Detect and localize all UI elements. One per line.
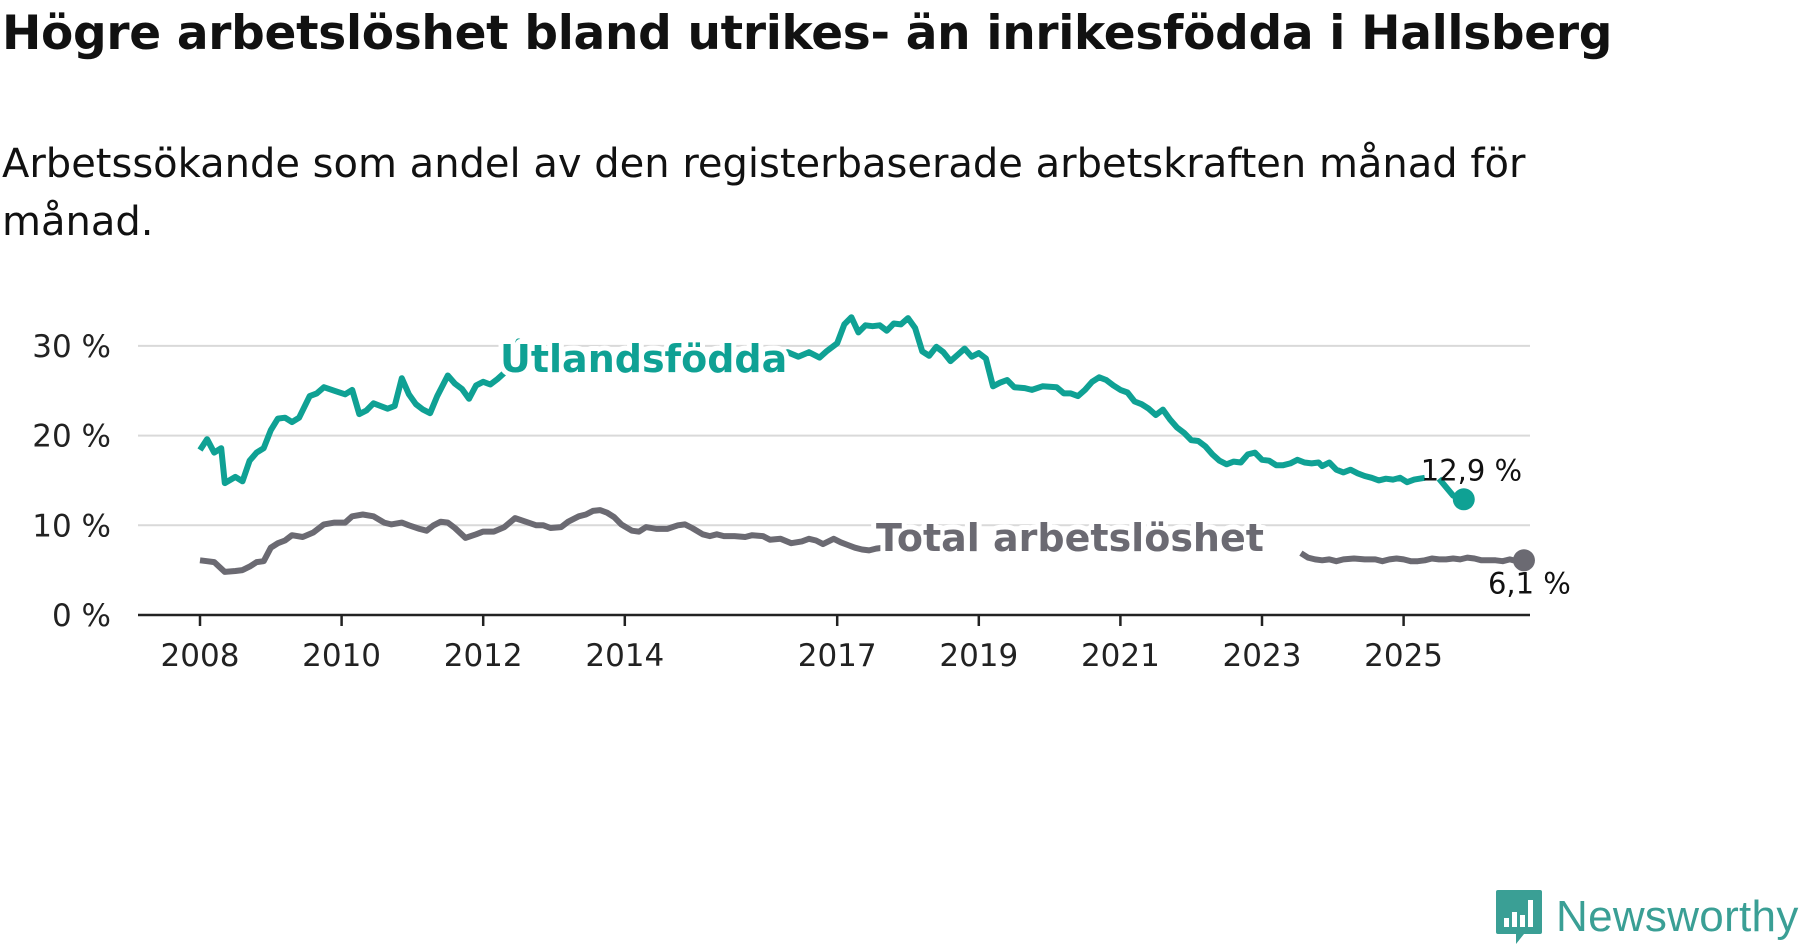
y-tick-label-30: 30 % (32, 329, 111, 365)
x-tick-label-2021: 2021 (1081, 638, 1160, 674)
end-value-label-utlandsfodda: 12,9 % (1421, 453, 1522, 487)
x-tick-label-2017: 2017 (798, 638, 877, 674)
x-axis-ticks: 2008 2010 2012 2014 2017 2019 2021 2023 2025 (161, 615, 1443, 674)
x-tick-label-2023: 2023 (1223, 638, 1302, 674)
x-tick-label-2019: 2019 (939, 638, 1018, 674)
end-value-label-total: 6,1 % (1488, 566, 1571, 600)
series-line-total-part-1 (199, 507, 940, 575)
x-tick-label-2014: 2014 (585, 638, 664, 674)
end-point-utlandsfodda (1452, 488, 1475, 511)
chart-subtitle: Arbetssökande som andel av den registerb… (2, 141, 1526, 245)
x-tick-label-2010: 2010 (302, 638, 381, 674)
gridlines (138, 344, 1530, 617)
newsworthy-logo: Newsworthy (1494, 888, 1799, 946)
y-axis-ticks: 0 % 10 % 20 % 30 % (32, 329, 111, 634)
series-line-utlandsfodda-part-1 (197, 338, 541, 487)
series-label-utlandsfodda: Utlandsfödda (500, 337, 787, 381)
x-tick-label-2008: 2008 (161, 638, 240, 674)
series-line-utlandsfodda-part-2 (775, 314, 1426, 486)
newsworthy-logo-icon (1496, 890, 1542, 944)
chart-title: Högre arbetslöshet bland utrikes- än inr… (2, 6, 1613, 61)
series-line-total-part-2 (1299, 550, 1525, 565)
brand-name: Newsworthy (1556, 892, 1799, 941)
x-tick-label-2025: 2025 (1364, 638, 1443, 674)
y-tick-label-0: 0 % (52, 598, 111, 634)
series-lines (197, 314, 1535, 575)
x-tick-label-2012: 2012 (444, 638, 523, 674)
series-labels: Utlandsfödda Total arbetslöshet 12,9 % 6… (495, 332, 1571, 600)
y-tick-label-20: 20 % (32, 419, 111, 455)
y-tick-label-10: 10 % (32, 508, 111, 544)
series-label-total-arbetsloshet: Total arbetslöshet (876, 516, 1264, 560)
end-point-total (1512, 549, 1535, 572)
